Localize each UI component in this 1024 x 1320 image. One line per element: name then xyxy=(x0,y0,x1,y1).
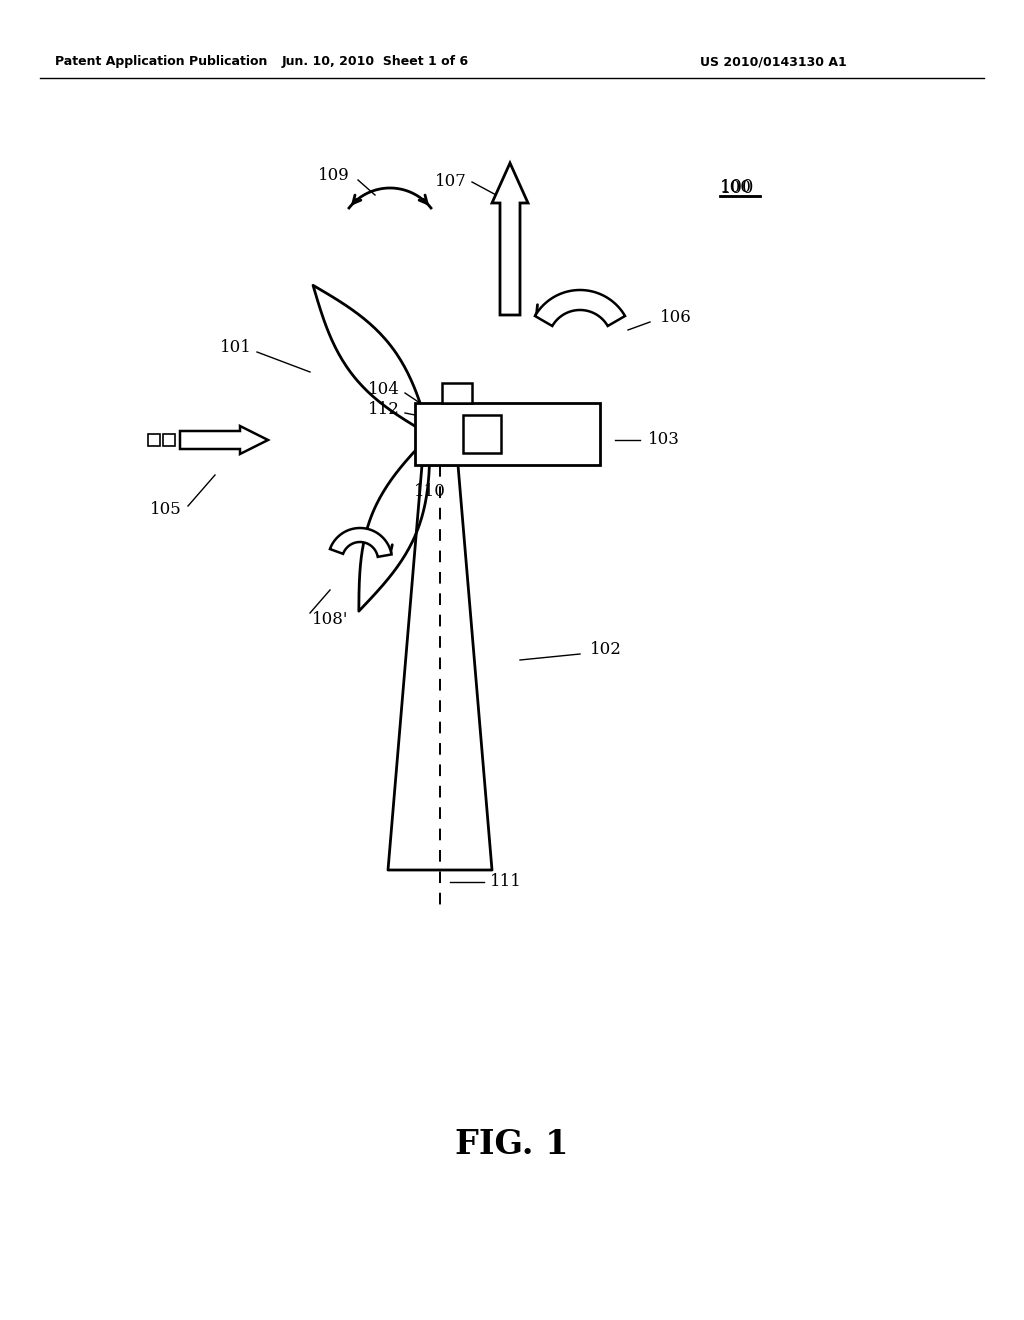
Polygon shape xyxy=(535,290,625,326)
Text: Patent Application Publication: Patent Application Publication xyxy=(55,55,267,69)
Bar xyxy=(148,434,160,446)
Text: US 2010/0143130 A1: US 2010/0143130 A1 xyxy=(700,55,847,69)
Text: 100: 100 xyxy=(720,180,755,197)
Text: 108': 108' xyxy=(312,611,348,628)
Bar xyxy=(415,403,600,465)
Text: FIG. 1: FIG. 1 xyxy=(456,1129,568,1162)
Text: Jun. 10, 2010  Sheet 1 of 6: Jun. 10, 2010 Sheet 1 of 6 xyxy=(282,55,469,69)
Text: 102: 102 xyxy=(590,642,622,659)
Text: 104: 104 xyxy=(368,381,400,399)
Text: 111: 111 xyxy=(490,874,522,891)
Text: 107: 107 xyxy=(435,173,467,190)
Text: 109: 109 xyxy=(318,166,350,183)
Text: 112: 112 xyxy=(368,401,400,418)
Bar xyxy=(463,414,501,453)
Bar xyxy=(442,383,472,403)
Text: 101: 101 xyxy=(220,339,252,356)
Text: 105: 105 xyxy=(150,502,181,519)
Bar xyxy=(163,434,175,446)
Text: 103: 103 xyxy=(648,432,680,449)
Polygon shape xyxy=(330,528,391,557)
Text: 110: 110 xyxy=(414,483,445,500)
Text: 100: 100 xyxy=(720,180,752,197)
Polygon shape xyxy=(180,426,268,454)
Polygon shape xyxy=(492,162,528,315)
Text: 106: 106 xyxy=(660,309,692,326)
